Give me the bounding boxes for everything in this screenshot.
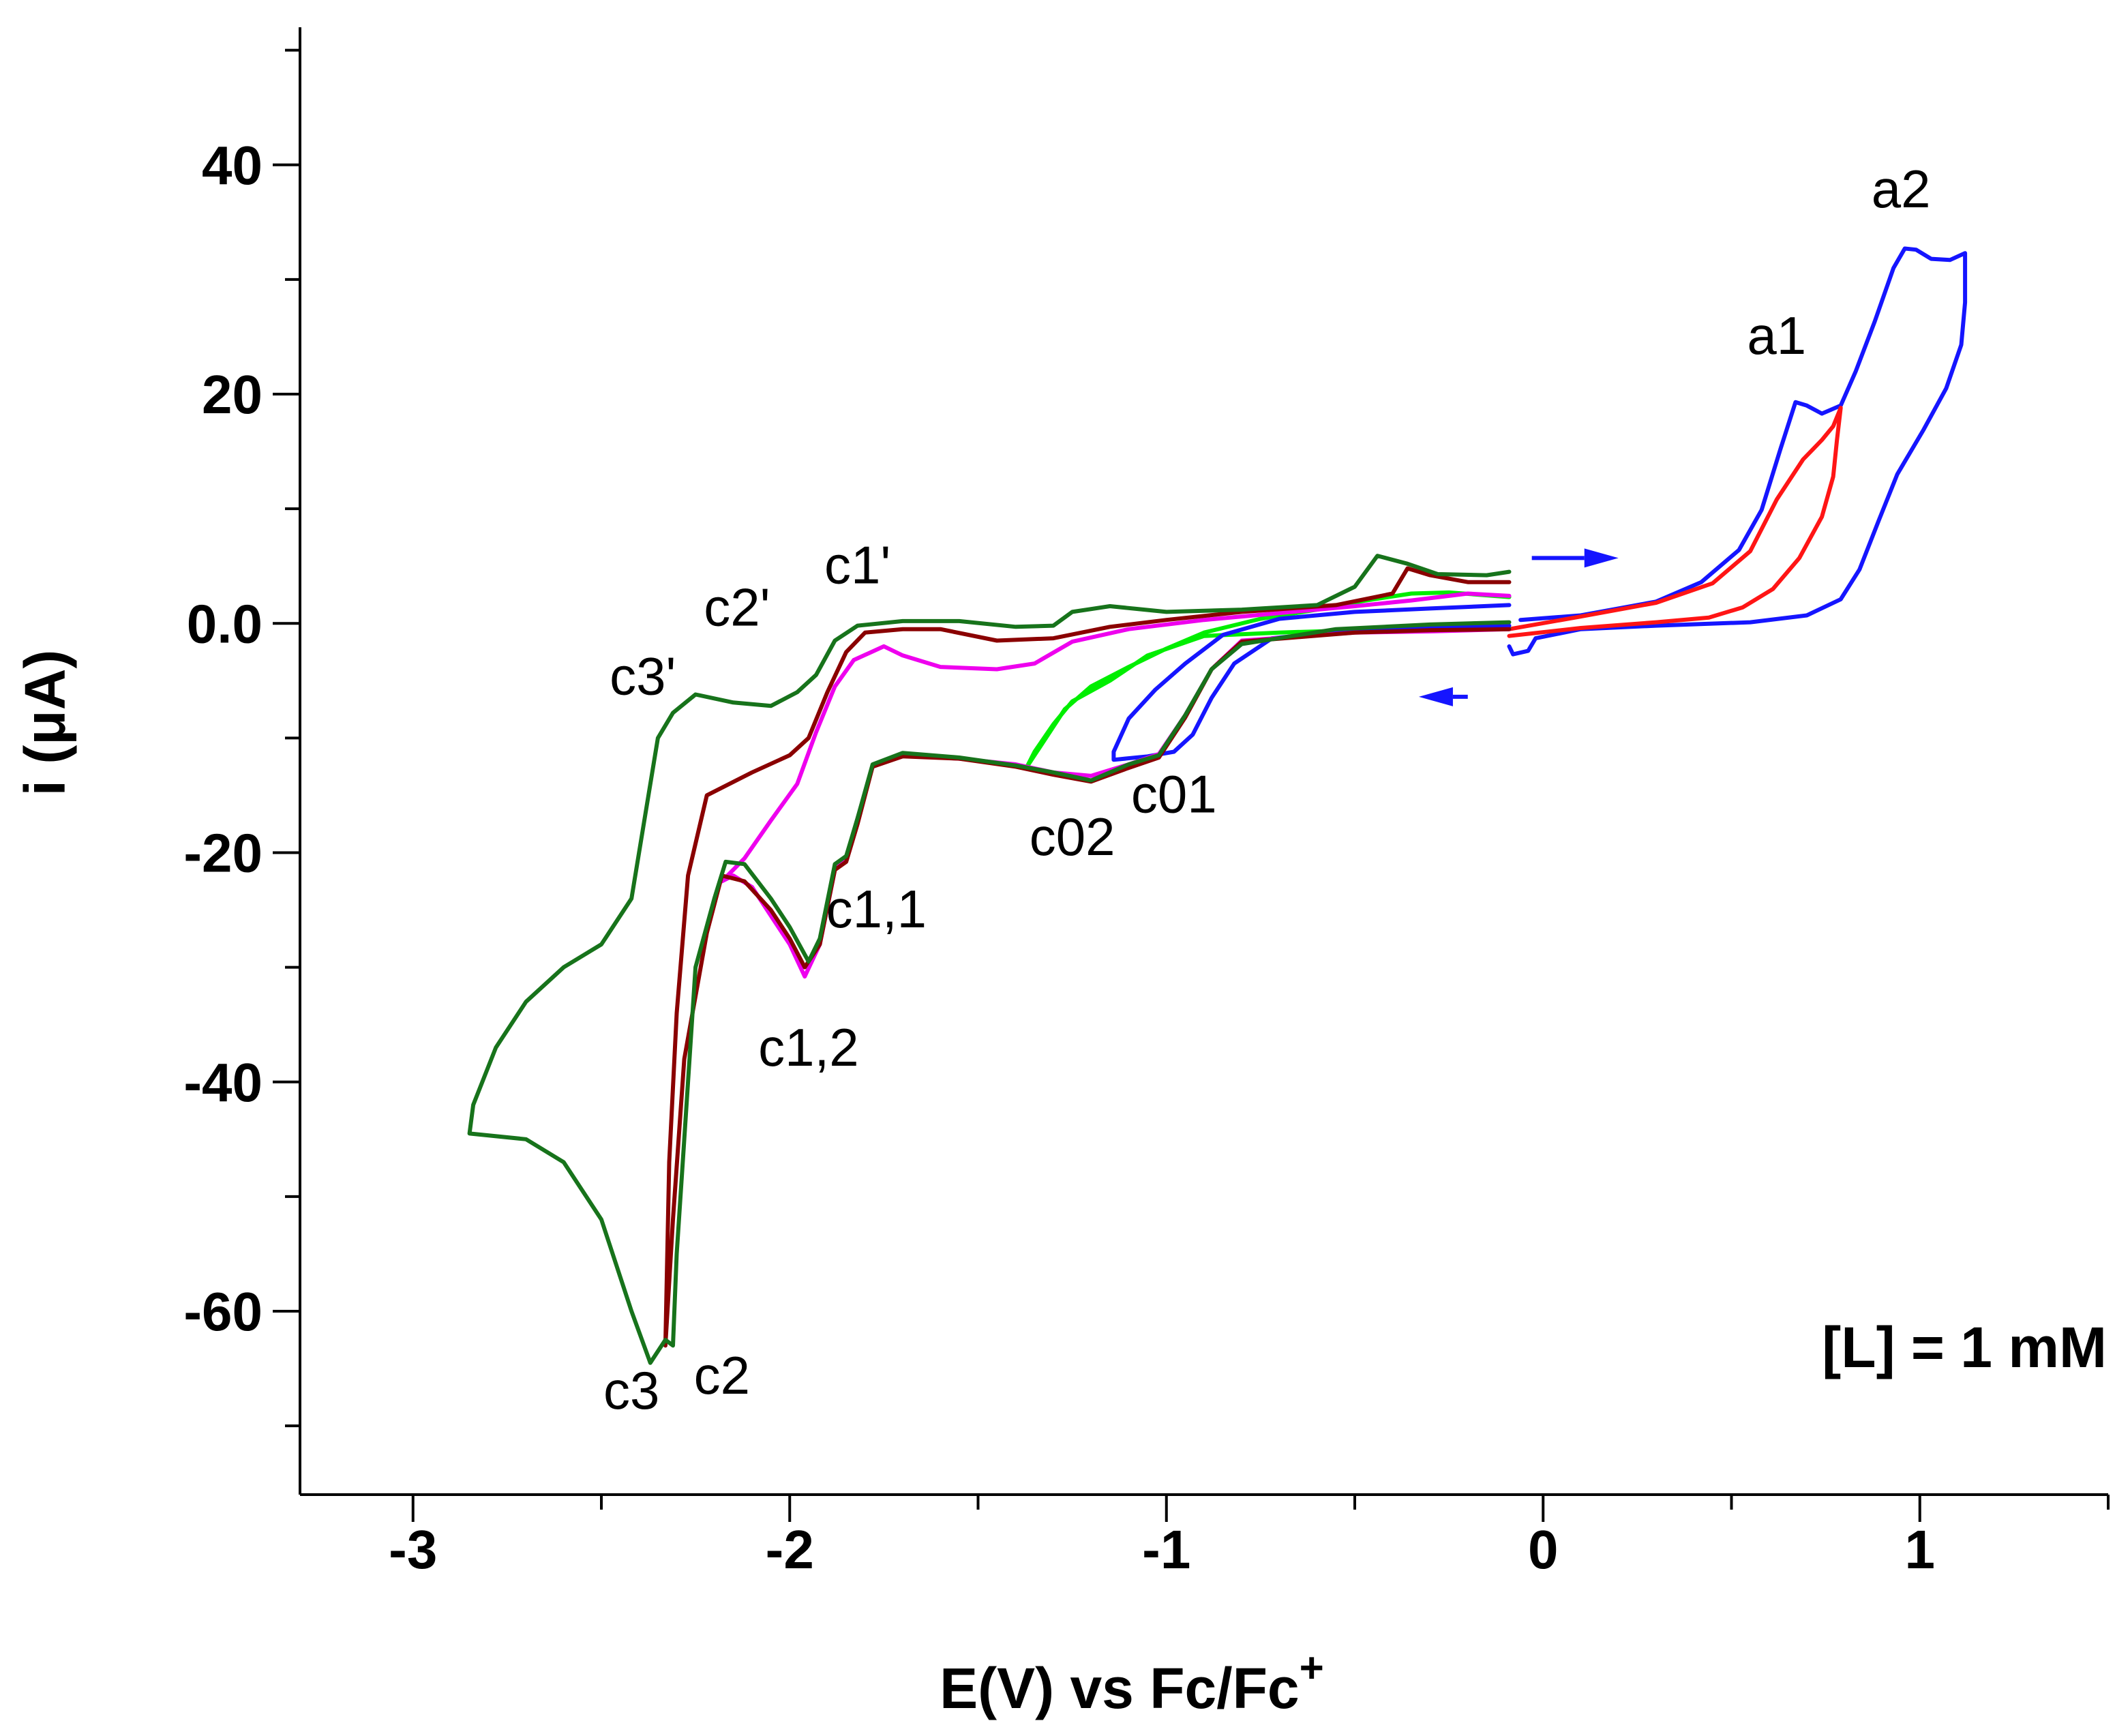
peak-labels: a2 a1 c1' c2' c3' c01 c02 c1,1 c1,2 c3 c2	[603, 159, 1931, 1420]
peak-label-c1-2: c1,2	[758, 1017, 858, 1077]
axes: -3 -2 -1 0 1 40 20 0.0 -20 -40 -60	[183, 27, 2110, 1580]
y-tick-label: 40	[202, 135, 262, 196]
peak-label-a2: a2	[1872, 159, 1931, 219]
peak-label-c1-: c1'	[824, 535, 890, 595]
x-tick-label: -2	[766, 1519, 814, 1580]
x-axis-title: E(V) vs Fc/Fc+	[940, 1645, 1324, 1720]
peak-label-c1-1: c1,1	[826, 879, 927, 939]
scan-arrow-right	[1531, 548, 1619, 568]
series-darkred	[663, 566, 1512, 1348]
series-darkgreen	[467, 554, 1512, 1365]
y-tick-label: -40	[183, 1052, 262, 1113]
peak-label-c3-: c3'	[610, 646, 676, 706]
y-tick-label: -20	[183, 823, 262, 884]
peak-label-c01: c01	[1131, 764, 1217, 824]
data-series	[467, 246, 1968, 1365]
y-tick-label: 0.0	[187, 593, 262, 654]
y-tick-label: 20	[202, 364, 262, 425]
peak-label-c2: c2	[694, 1345, 750, 1405]
peak-label-c3: c3	[603, 1360, 659, 1420]
series-red	[1507, 406, 1843, 638]
x-tick-label: 0	[1528, 1519, 1559, 1580]
series-blue	[1507, 246, 1968, 657]
y-axis-title: i (μA)	[13, 650, 77, 796]
peak-label-a1: a1	[1747, 305, 1806, 365]
series-green	[1025, 590, 1512, 769]
peak-label-c2-: c2'	[704, 578, 770, 638]
x-tick-label: 1	[1905, 1519, 1936, 1580]
scan-direction-arrows	[1418, 548, 1619, 706]
concentration-note: [L] = 1 mM	[1822, 1315, 2107, 1379]
y-tick-label: -60	[183, 1281, 262, 1342]
x-tick-label: -3	[389, 1519, 437, 1580]
x-axis-title-superscript: +	[1300, 1645, 1324, 1692]
peak-label-c02: c02	[1030, 807, 1115, 867]
x-tick-label: -1	[1142, 1519, 1190, 1580]
scan-arrow-left	[1418, 687, 1468, 706]
